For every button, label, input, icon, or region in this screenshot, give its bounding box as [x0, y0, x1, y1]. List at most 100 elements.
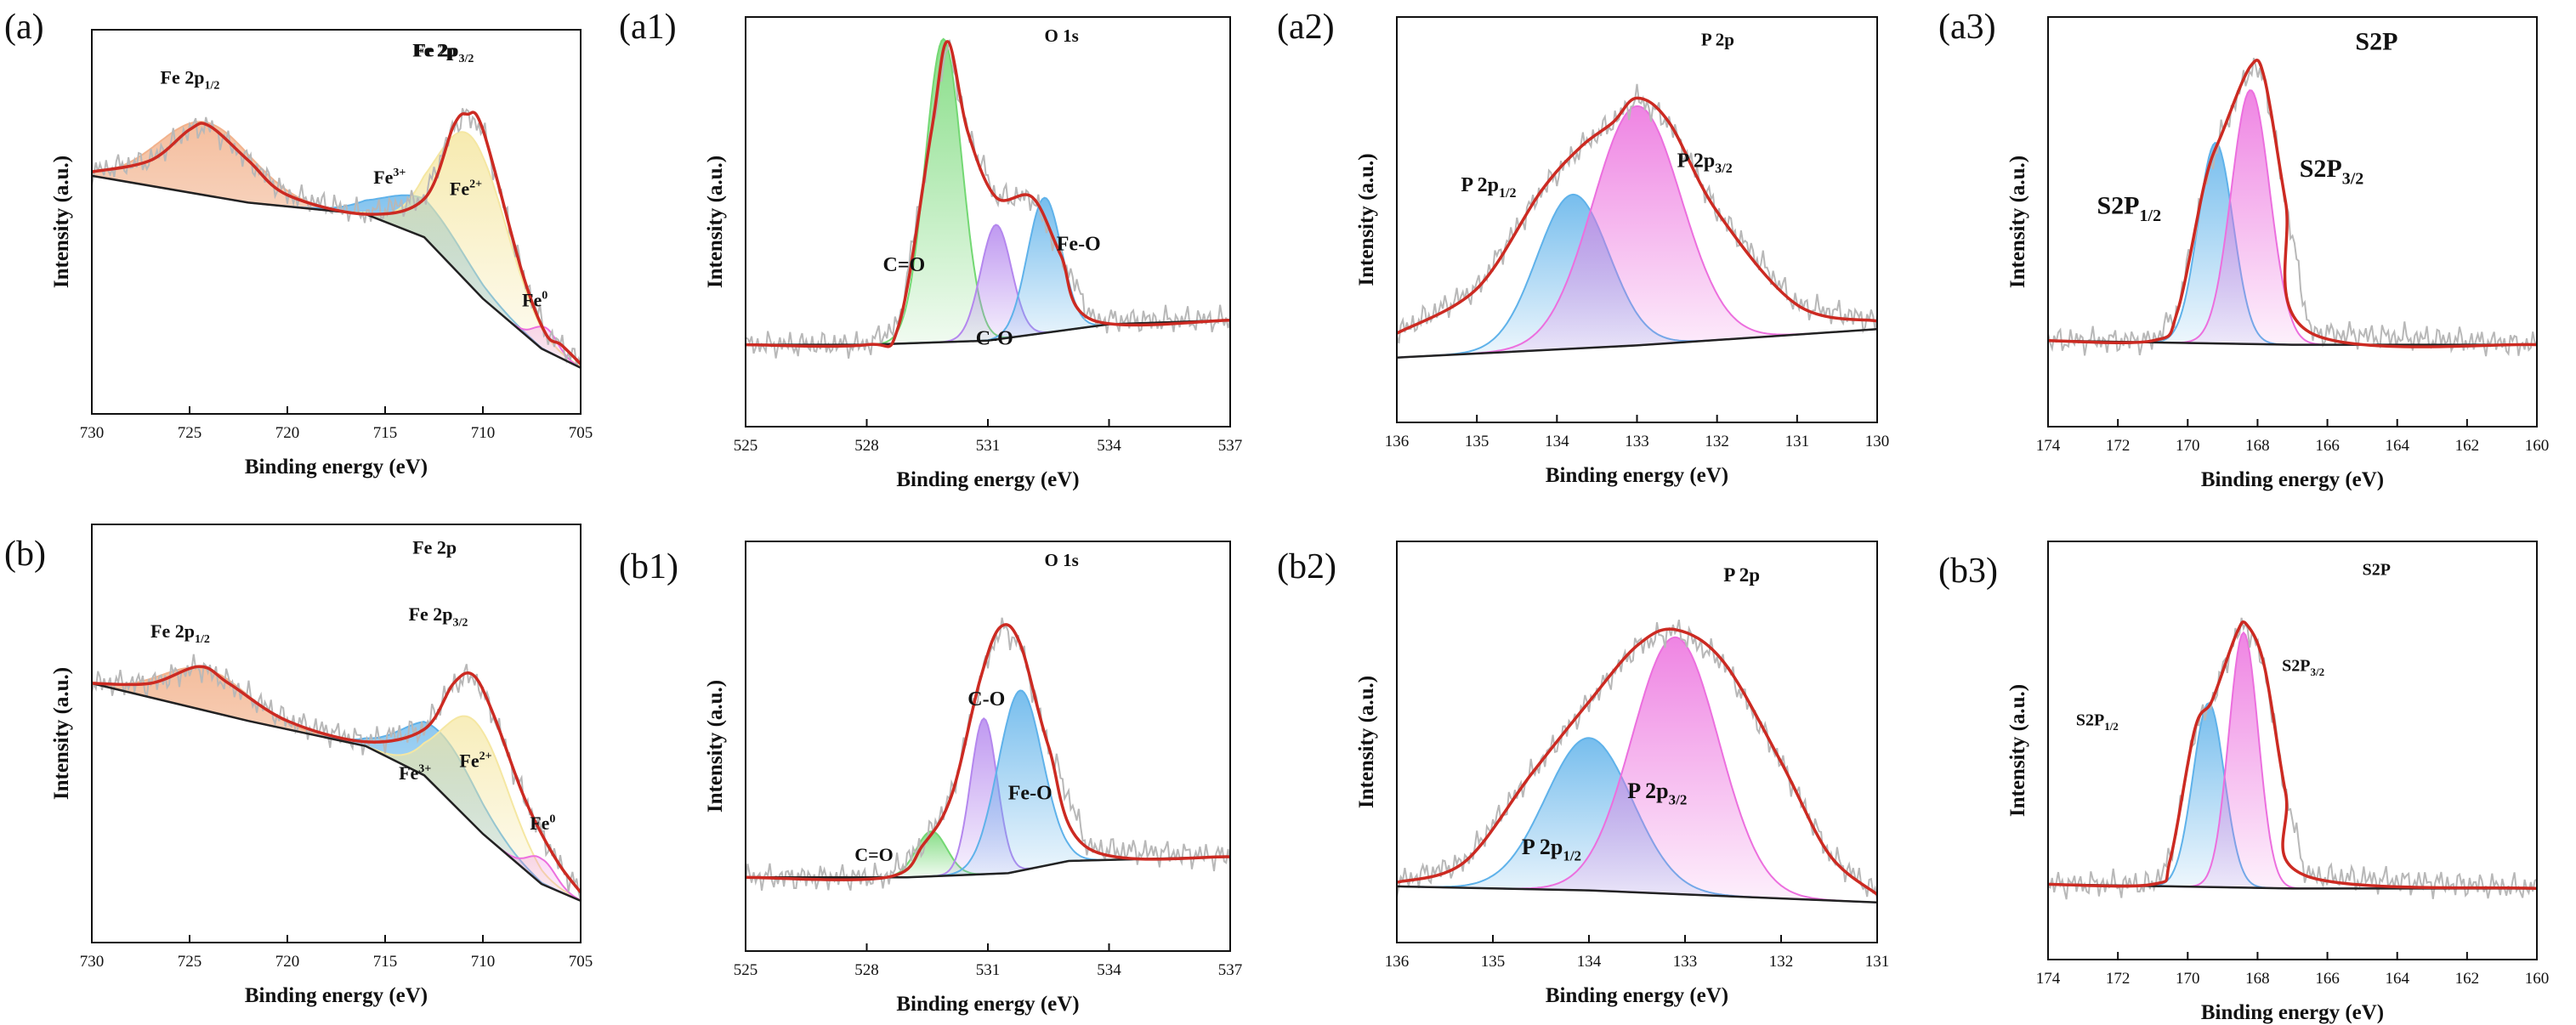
- x-tick-label: 134: [1577, 953, 1602, 971]
- x-axis-label: Binding energy (eV): [896, 468, 1079, 491]
- annotation-fe-o: Fe-O: [1057, 234, 1101, 256]
- x-axis-label: Binding energy (eV): [2201, 468, 2384, 491]
- y-axis-label: Intensity (a.u.): [704, 680, 727, 813]
- panel-label: (b): [4, 535, 46, 574]
- background-baseline: [92, 682, 581, 902]
- annotation-fe-0: Fe0: [530, 813, 555, 834]
- annotation-s2p-1-2: S2P1/2: [2076, 711, 2119, 733]
- x-tick-label: 162: [2455, 437, 2480, 455]
- y-axis-label: Intensity (a.u.): [1355, 153, 1378, 286]
- annotation-c-o: C=O: [854, 844, 894, 865]
- peak-fe2: [92, 682, 581, 902]
- plot-area: [2048, 57, 2537, 357]
- annotation-fe-2: Fe2+: [450, 178, 482, 199]
- panel-label: (b2): [1277, 547, 1336, 586]
- x-axis-label: Binding energy (eV): [1546, 464, 1728, 487]
- x-tick-label: 537: [1218, 437, 1243, 455]
- annotation-s2p-3-2: S2P3/2: [2300, 155, 2364, 188]
- x-tick-label: 715: [373, 424, 398, 442]
- x-tick-label: 730: [80, 424, 105, 442]
- panel-label: (a): [4, 8, 44, 47]
- plot-area: [746, 37, 1230, 359]
- x-tick-label: 172: [2106, 970, 2131, 988]
- annotation-fe-2p-1-2: Fe 2p1/2: [161, 66, 220, 92]
- fitted-envelope: [746, 623, 1230, 881]
- x-tick-label: 166: [2315, 437, 2340, 455]
- annotation-c-o: C-O: [967, 688, 1005, 711]
- fitted-envelope: [92, 110, 581, 365]
- panel-title: O 1s: [1045, 25, 1079, 46]
- x-tick-label: 720: [275, 953, 300, 971]
- x-tick-label: 166: [2315, 970, 2340, 988]
- fitted-envelope: [2048, 620, 2537, 891]
- panel-label: (b3): [1938, 552, 1998, 591]
- panel-title: Fe 2p: [412, 536, 457, 558]
- panel-b3: 174 172 170 168 166 164 162 160 Binding energy (…: [1938, 541, 2549, 1024]
- x-tick-label: 531: [976, 961, 1001, 979]
- background-baseline: [1397, 885, 1877, 904]
- panel-a3: 174 172 170 168 166 164 162 160 Binding energy (…: [1938, 8, 2549, 491]
- plot-area: [746, 617, 1230, 892]
- background-baseline: [746, 855, 1230, 879]
- peak-fe-2p1-2: [92, 666, 581, 902]
- fitted-envelope: [92, 665, 581, 894]
- x-tick-label: 537: [1218, 961, 1243, 979]
- annotation-fe-0: Fe0: [522, 289, 548, 310]
- axes-frame: [2047, 541, 2538, 960]
- panel-b2: 136 135 134 133 132 131 Binding energy (eV) Int…: [1277, 541, 1889, 1007]
- x-tick-label: 130: [1865, 433, 1890, 450]
- x-tick-label: 528: [854, 961, 879, 979]
- x-tick-label: 168: [2245, 970, 2270, 988]
- annotation-p-2p-3-2: P 2p3/2: [1677, 150, 1733, 176]
- x-tick-label: 160: [2525, 970, 2550, 988]
- x-tick-label: 720: [275, 424, 300, 442]
- x-tick-label: 705: [569, 424, 593, 442]
- background-baseline: [92, 174, 581, 369]
- x-tick-label: 131: [1785, 433, 1810, 450]
- axes-frame: [2047, 16, 2538, 428]
- annotation-s2p-1-2: S2P1/2: [2097, 191, 2162, 224]
- panel-title: P 2p: [1701, 29, 1734, 49]
- x-tick-label: 174: [2036, 437, 2061, 455]
- x-tick-label: 725: [178, 424, 202, 442]
- annotation-fe-o: Fe-O: [1008, 783, 1053, 805]
- x-tick-label: 134: [1545, 433, 1569, 450]
- x-tick-label: 168: [2245, 437, 2270, 455]
- panel-a: 730 725 720 715 710 705 Binding energy (eV) Int…: [4, 8, 593, 479]
- annotation-p-2p-1-2: P 2p1/2: [1461, 174, 1516, 201]
- annotation-p-2p-1-2: P 2p1/2: [1522, 835, 1581, 864]
- x-tick-label: 131: [1865, 953, 1890, 971]
- panel-label: (a2): [1277, 8, 1335, 47]
- x-tick-label: 133: [1625, 433, 1649, 450]
- x-axis-label: Binding energy (eV): [2201, 1001, 2384, 1024]
- raw-spectrum: [746, 39, 1230, 359]
- panel-a2: 136 135 134 133 132 131 130 Binding energy (eV)…: [1277, 8, 1889, 487]
- annotation-fe-3: Fe3+: [399, 762, 431, 784]
- background-baseline: [1397, 328, 1877, 359]
- x-tick-label: 136: [1385, 433, 1410, 450]
- x-tick-label: 135: [1465, 433, 1489, 450]
- annotation-c-o: C=O: [883, 254, 926, 276]
- annotation-fe-2p-3-2: Fe 2p3/2: [415, 40, 474, 65]
- x-tick-label: 160: [2525, 437, 2550, 455]
- raw-spectrum: [2048, 57, 2537, 357]
- y-axis-label: Intensity (a.u.): [50, 667, 73, 800]
- panel-title: O 1s: [1045, 550, 1079, 570]
- peak-s2p1-2: [2048, 701, 2537, 890]
- annotation-fe-2p-1-2: Fe 2p1/2: [150, 620, 210, 646]
- fitted-envelope: [746, 40, 1230, 348]
- panel-title: P 2p: [1723, 564, 1760, 586]
- axes-frame: [745, 16, 1231, 428]
- raw-spectrum: [92, 654, 581, 902]
- plot-area: [92, 108, 581, 369]
- y-axis-label: Intensity (a.u.): [50, 156, 73, 288]
- annotation-s2p-3-2: S2P3/2: [2282, 657, 2324, 679]
- axes-frame: [91, 29, 582, 415]
- x-tick-label: 172: [2106, 437, 2131, 455]
- annotation-p-2p-3-2: P 2p3/2: [1627, 779, 1687, 807]
- x-tick-label: 525: [734, 437, 758, 455]
- panel-label: (a1): [619, 8, 677, 47]
- x-axis-label: Binding energy (eV): [896, 993, 1079, 1016]
- y-axis-label: Intensity (a.u.): [2006, 156, 2029, 288]
